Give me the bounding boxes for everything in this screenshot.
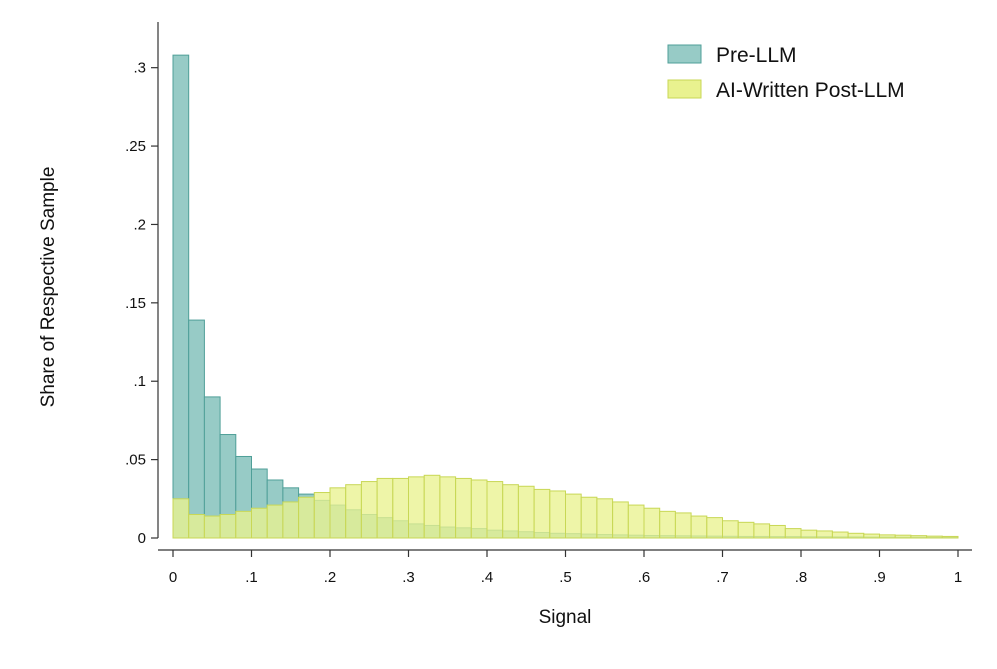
bar-ai-written-13 xyxy=(376,477,394,539)
bar-ai-written-48 xyxy=(926,535,943,539)
y-tick-label-3: .15 xyxy=(125,295,146,312)
bar-pre-llm-0 xyxy=(172,54,190,539)
bar-ai-written-24 xyxy=(549,490,566,539)
bar-ai-written-40 xyxy=(800,529,818,539)
bar-ai-written-38 xyxy=(769,524,786,539)
bar-ai-written-21 xyxy=(502,484,519,539)
bar-ai-written-23 xyxy=(533,488,551,539)
bar-ai-written-3 xyxy=(219,513,237,539)
bar-ai-written-26 xyxy=(580,496,598,539)
bar-ai-written-32 xyxy=(674,512,692,539)
bar-ai-written-10 xyxy=(329,487,347,539)
x-tick-label-9: .9 xyxy=(873,569,886,586)
bar-ai-written-2 xyxy=(203,515,221,539)
bar-ai-written-29 xyxy=(627,504,645,539)
legend-label-pre-llm: Pre-LLM xyxy=(716,44,797,67)
y-tick-label-6: .3 xyxy=(133,60,146,77)
y-axis-title: Share of Respective Sample xyxy=(38,167,59,408)
x-axis-title: Signal xyxy=(539,607,592,628)
bar-ai-written-5 xyxy=(251,507,268,539)
y-tick-label-0: 0 xyxy=(138,530,146,547)
axes: 0 .05 .1 .15 .2 .25 .3 0 .1 .2 .3 .4 .5 .6 .7 .8 .9 1 xyxy=(125,22,972,586)
bar-ai-written-1 xyxy=(188,513,205,539)
x-tick-label-8: .8 xyxy=(795,569,808,586)
x-tick-label-3: .3 xyxy=(402,569,415,586)
bar-ai-written-30 xyxy=(643,507,661,539)
bar-ai-written-14 xyxy=(392,477,409,539)
bar-ai-written-41 xyxy=(816,530,833,539)
y-tick-label-2: .1 xyxy=(133,373,146,390)
bar-ai-written-28 xyxy=(612,501,629,539)
legend-item-pre-llm: Pre-LLM xyxy=(667,44,797,67)
bar-ai-written-22 xyxy=(517,485,535,539)
legend-item-ai-written: AI-Written Post-LLM xyxy=(667,79,905,102)
bar-ai-written-37 xyxy=(753,523,771,539)
bar-ai-written-9 xyxy=(313,492,331,539)
x-tick-label-5: .5 xyxy=(559,569,572,586)
y-tick-label-1: .05 xyxy=(125,452,146,469)
x-tick-label-2: .2 xyxy=(324,569,337,586)
bar-ai-written-49 xyxy=(941,535,959,539)
bar-ai-written-36 xyxy=(737,521,755,539)
bar-ai-written-34 xyxy=(706,517,723,539)
bar-ai-written-8 xyxy=(298,496,315,539)
bar-ai-written-20 xyxy=(486,481,504,539)
x-tick-label-0: 0 xyxy=(169,569,177,586)
y-tick-label-4: .2 xyxy=(133,216,146,233)
legend-swatch-pre-llm xyxy=(667,44,702,64)
bar-ai-written-0 xyxy=(172,498,190,539)
series-ai-written-bars xyxy=(172,474,959,539)
bar-ai-written-19 xyxy=(470,479,488,539)
bar-ai-written-17 xyxy=(439,476,457,539)
bar-ai-written-47 xyxy=(910,535,928,539)
legend-label-ai-written: AI-Written Post-LLM xyxy=(716,79,905,102)
bar-ai-written-7 xyxy=(282,501,300,539)
bar-ai-written-16 xyxy=(423,474,441,539)
y-axis-ticks: 0 .05 .1 .15 .2 .25 .3 xyxy=(125,60,158,547)
bar-ai-written-6 xyxy=(266,504,284,539)
bar-ai-written-25 xyxy=(565,493,582,539)
bar-ai-written-45 xyxy=(879,534,896,539)
bar-ai-written-46 xyxy=(894,534,912,539)
bar-pre-llm-1 xyxy=(188,319,205,539)
bar-ai-written-33 xyxy=(690,515,708,539)
bar-ai-written-11 xyxy=(345,484,362,539)
bar-ai-written-12 xyxy=(360,481,378,539)
x-axis-ticks: 0 .1 .2 .3 .4 .5 .6 .7 .8 .9 1 xyxy=(169,550,962,586)
bar-ai-written-35 xyxy=(722,520,739,539)
x-tick-label-1: .1 xyxy=(245,569,258,586)
legend: Pre-LLM AI-Written Post-LLM xyxy=(667,44,905,102)
x-tick-label-4: .4 xyxy=(481,569,494,586)
bar-ai-written-39 xyxy=(784,528,802,539)
bar-ai-written-27 xyxy=(596,498,614,539)
x-tick-label-7: .7 xyxy=(716,569,729,586)
x-tick-label-6: .6 xyxy=(638,569,651,586)
bar-ai-written-4 xyxy=(235,510,253,539)
series-pre-llm-bars xyxy=(172,54,959,539)
bar-ai-written-42 xyxy=(831,531,849,539)
bar-ai-written-31 xyxy=(659,510,676,539)
bar-ai-written-44 xyxy=(863,533,880,539)
bar-ai-written-43 xyxy=(847,532,865,539)
legend-swatch-ai-written xyxy=(667,79,702,99)
bar-ai-written-15 xyxy=(408,476,425,539)
x-tick-label-10: 1 xyxy=(954,569,962,586)
bar-ai-written-18 xyxy=(455,477,472,539)
y-tick-label-5: .25 xyxy=(125,138,146,155)
